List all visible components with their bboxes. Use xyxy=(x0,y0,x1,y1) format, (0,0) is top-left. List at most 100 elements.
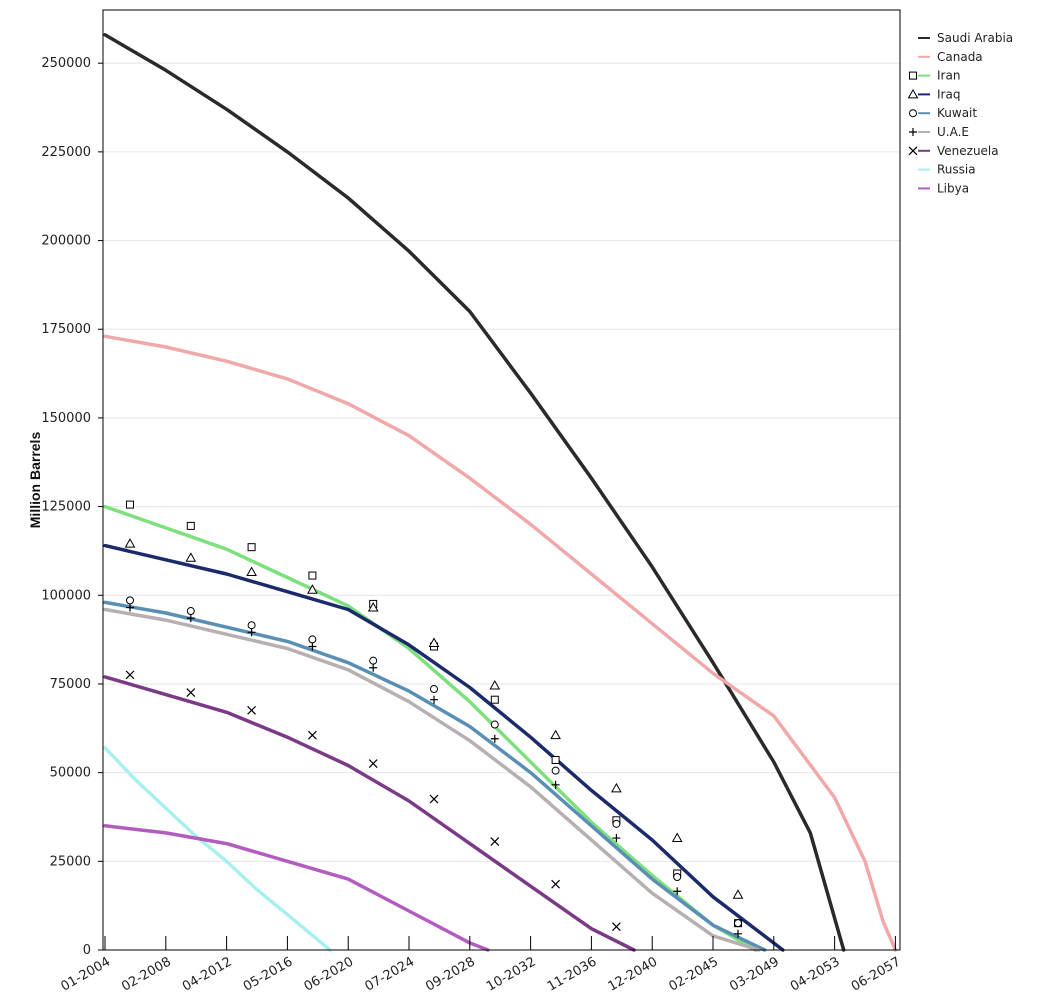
marker-venezuela xyxy=(186,688,196,698)
series-line-saudi-arabia xyxy=(103,33,846,952)
y-tick-label: 225000 xyxy=(41,145,91,160)
legend-item-russia: Russia xyxy=(918,163,976,177)
x-tick-label: 11-2036 xyxy=(545,954,600,994)
legend-item-canada: Canada xyxy=(918,50,983,64)
marker-iraq xyxy=(185,552,197,562)
marker-iraq xyxy=(367,601,379,612)
legend-marker xyxy=(909,128,917,136)
x-tick-label: 05-2016 xyxy=(241,954,296,994)
x-tick-label: 07-2024 xyxy=(362,954,417,994)
y-axis-title: Million Barrels xyxy=(27,432,43,529)
legend-label: Kuwait xyxy=(937,106,977,120)
marker-u-a-e xyxy=(430,695,438,704)
marker-kuwait xyxy=(612,819,621,828)
marker-venezuela xyxy=(490,837,500,847)
legend-label: Libya xyxy=(937,181,969,195)
marker-kuwait xyxy=(247,621,256,630)
legend-marker xyxy=(909,109,917,118)
series-lines xyxy=(103,33,898,952)
marker-kuwait xyxy=(490,720,499,729)
marker-kuwait xyxy=(551,766,560,775)
x-tick-label: 04-2012 xyxy=(180,954,235,994)
marker-iran xyxy=(551,756,560,764)
series-line-russia xyxy=(103,746,332,952)
series-line-kuwait xyxy=(103,600,767,952)
y-tick-label: 25000 xyxy=(50,854,91,869)
y-axis: 0 25000 50000 75000 100000 125000 150000 175000… xyxy=(41,56,103,958)
marker-u-a-e xyxy=(247,628,256,637)
y-tick-label: 0 xyxy=(83,943,91,958)
legend-item-saudi-arabia: Saudi Arabia xyxy=(918,31,1013,45)
legend-label: Saudi Arabia xyxy=(937,31,1013,45)
legend-item-iraq: Iraq xyxy=(907,87,960,101)
marker-u-a-e xyxy=(126,603,134,612)
marker-kuwait xyxy=(186,607,195,616)
grid-lines xyxy=(103,62,900,862)
x-tick-label: 06-2020 xyxy=(302,954,357,994)
series-line-u-a-e xyxy=(103,607,761,952)
marker-iraq xyxy=(307,584,318,594)
marker-venezuela xyxy=(551,879,561,889)
marker-iraq xyxy=(246,566,257,576)
x-tick-label: 06-2057 xyxy=(849,954,904,994)
marker-iraq xyxy=(732,889,744,899)
y-tick-label: 150000 xyxy=(41,411,91,426)
marker-kuwait xyxy=(308,635,317,644)
legend-marker xyxy=(908,146,918,156)
x-tick-label: 03-2049 xyxy=(727,954,782,994)
marker-kuwait xyxy=(126,596,134,605)
legend: Saudi Arabia Canada Iran Iraq Kuwait U.A.E Ven… xyxy=(907,31,1013,195)
x-tick-label: 09-2028 xyxy=(423,954,478,994)
marker-venezuela xyxy=(429,794,439,804)
y-tick-label: 125000 xyxy=(41,500,91,515)
marker-iran xyxy=(490,695,499,704)
y-tick-label: 175000 xyxy=(41,322,91,337)
x-tick-label: 02-2008 xyxy=(119,954,174,994)
legend-label: Russia xyxy=(937,163,976,177)
series-line-canada xyxy=(103,334,898,952)
series-line-iran xyxy=(103,504,758,952)
legend-item-kuwait: Kuwait xyxy=(909,106,977,120)
legend-item-u-a-e: U.A.E xyxy=(909,125,969,139)
legend-label: Venezuela xyxy=(937,144,999,158)
marker-kuwait xyxy=(734,919,742,928)
series-line-libya xyxy=(103,824,490,952)
y-tick-label: 200000 xyxy=(41,234,91,249)
marker-venezuela xyxy=(247,705,257,715)
marker-u-a-e xyxy=(734,929,742,938)
x-tick-label: 02-2045 xyxy=(666,954,721,994)
legend-item-venezuela: Venezuela xyxy=(908,144,999,158)
marker-iraq xyxy=(550,729,561,740)
legend-label: Iran xyxy=(937,69,960,83)
marker-iran xyxy=(126,500,134,509)
y-tick-label: 250000 xyxy=(41,56,91,71)
legend-label: Iraq xyxy=(937,87,960,101)
marker-iran xyxy=(308,571,317,580)
marker-iraq xyxy=(671,832,683,843)
marker-iran xyxy=(247,543,256,552)
marker-kuwait xyxy=(369,656,378,665)
marker-u-a-e xyxy=(186,614,195,623)
x-tick-label: 01-2004 xyxy=(58,954,113,994)
marker-kuwait xyxy=(430,685,438,694)
marker-iraq xyxy=(428,637,440,647)
legend-item-libya: Libya xyxy=(918,181,969,195)
marker-venezuela xyxy=(611,922,621,932)
legend-marker xyxy=(909,71,917,80)
marker-iraq xyxy=(611,782,622,793)
marker-iran xyxy=(186,521,195,530)
y-tick-label: 75000 xyxy=(50,677,91,692)
marker-u-a-e xyxy=(490,734,499,743)
marker-u-a-e xyxy=(673,887,682,896)
series-line-iraq xyxy=(103,543,785,952)
marker-u-a-e xyxy=(551,780,560,789)
marker-venezuela xyxy=(368,759,378,768)
y-tick-label: 50000 xyxy=(50,766,91,781)
legend-label: Canada xyxy=(937,50,983,64)
marker-u-a-e xyxy=(308,642,317,651)
marker-venezuela xyxy=(307,730,317,740)
marker-u-a-e xyxy=(612,834,621,843)
marker-venezuela xyxy=(125,670,135,680)
x-tick-label: 10-2032 xyxy=(484,954,539,994)
